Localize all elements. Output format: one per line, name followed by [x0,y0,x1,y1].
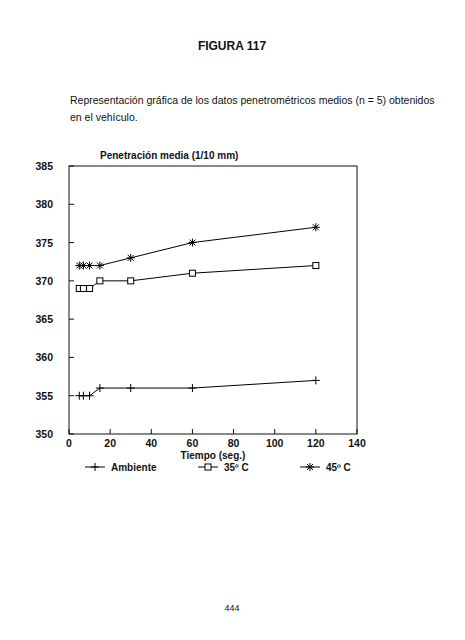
y-tick-label: 365 [35,313,53,325]
x-tick [315,429,316,434]
x-tick [357,429,358,434]
data-point [127,384,135,392]
legend-marker [306,463,314,471]
figure-label: FIGURA 117 [198,39,267,53]
y-tick [69,280,74,281]
marker-shape [130,384,131,392]
y-tick-label: 385 [35,160,53,172]
legend-item: Ambiente [85,462,157,473]
x-tick [233,429,234,434]
data-point [312,223,320,231]
legend: Ambiente 35º C 45º C [85,462,351,473]
marker-shape [87,263,93,269]
legend-item: 45º C [300,462,351,473]
y-tick [69,166,74,167]
data-point [96,384,104,392]
y-tick [69,395,74,396]
page: FIGURA 117 Representación gráfica de los … [0,0,465,640]
caption-line: Representación gráfica de los datos pene… [70,94,435,106]
data-point [312,376,320,384]
marker-shape [97,278,103,284]
y-tick-label: 375 [35,237,53,249]
series-line [79,380,316,395]
page-number: 444 [224,603,239,613]
marker-shape [128,255,134,261]
legend-label: Ambiente [111,462,157,473]
marker-shape [83,392,84,400]
y-tick-label: 355 [35,390,53,402]
x-tick-label: 80 [228,437,240,449]
legend-item: 35º C [198,462,249,473]
plot-frame [69,166,357,434]
data-point [80,286,86,292]
marker-shape [189,240,195,246]
data-point [127,254,135,262]
marker-shape [128,278,134,284]
x-tick [151,429,152,434]
y-tick [69,242,74,243]
legend-marker [205,464,211,470]
x-tick-label: 100 [266,437,284,449]
marker-shape [80,286,86,292]
marker-shape [307,464,313,470]
marker-shape [95,463,96,471]
y-tick [69,204,74,205]
x-tick-label: 40 [145,437,157,449]
y-tick-label: 380 [35,198,53,210]
y-tick-label: 350 [35,428,53,440]
marker-shape [205,464,211,470]
marker-shape [97,263,103,269]
series-line [79,266,316,289]
marker-shape [89,392,90,400]
marker-shape [128,255,134,261]
y-tick-label: 370 [35,275,53,287]
data-point [86,262,94,270]
data-point [97,278,103,284]
caption-line: en el vehículo. [70,111,138,123]
data-point [313,263,319,269]
y-tick-label: 360 [35,351,53,363]
marker-shape [80,263,86,269]
x-tick [69,429,70,434]
x-tick-label: 20 [104,437,116,449]
page-root: FIGURA 117 Representación gráfica de los … [0,0,465,640]
data-point [128,278,134,284]
marker-shape [87,263,93,269]
legend-marker [91,463,99,471]
marker-shape [313,263,319,269]
x-tick-label: 0 [66,437,72,449]
data-point [189,270,195,276]
marker-shape [97,263,103,269]
y-tick [69,319,74,320]
marker-shape [313,224,319,230]
x-tick-label: 120 [307,437,325,449]
x-tick [110,429,111,434]
x-tick [274,429,275,434]
x-axis-label: Tiempo (seg.) [181,450,246,461]
marker-shape [80,263,86,269]
y-tick [69,357,74,358]
data-point [86,392,94,400]
marker-shape [189,270,195,276]
data-point [96,262,104,270]
data-point [188,239,196,247]
data-point [188,384,196,392]
plot-area [75,223,320,399]
y-tick [69,434,74,435]
legend-label: 35º C [224,462,249,473]
marker-shape [192,384,193,392]
data-point [87,286,93,292]
x-tick-label: 140 [348,437,366,449]
legend-label: 45º C [326,462,351,473]
y-axis-label: Penetración media (1/10 mm) [100,150,238,161]
marker-shape [87,286,93,292]
marker-shape [189,240,195,246]
series-line [79,227,316,265]
marker-shape [313,224,319,230]
x-tick [192,429,193,434]
marker-shape [307,464,313,470]
marker-shape [315,376,316,384]
marker-shape [99,384,100,392]
x-tick-label: 60 [187,437,199,449]
